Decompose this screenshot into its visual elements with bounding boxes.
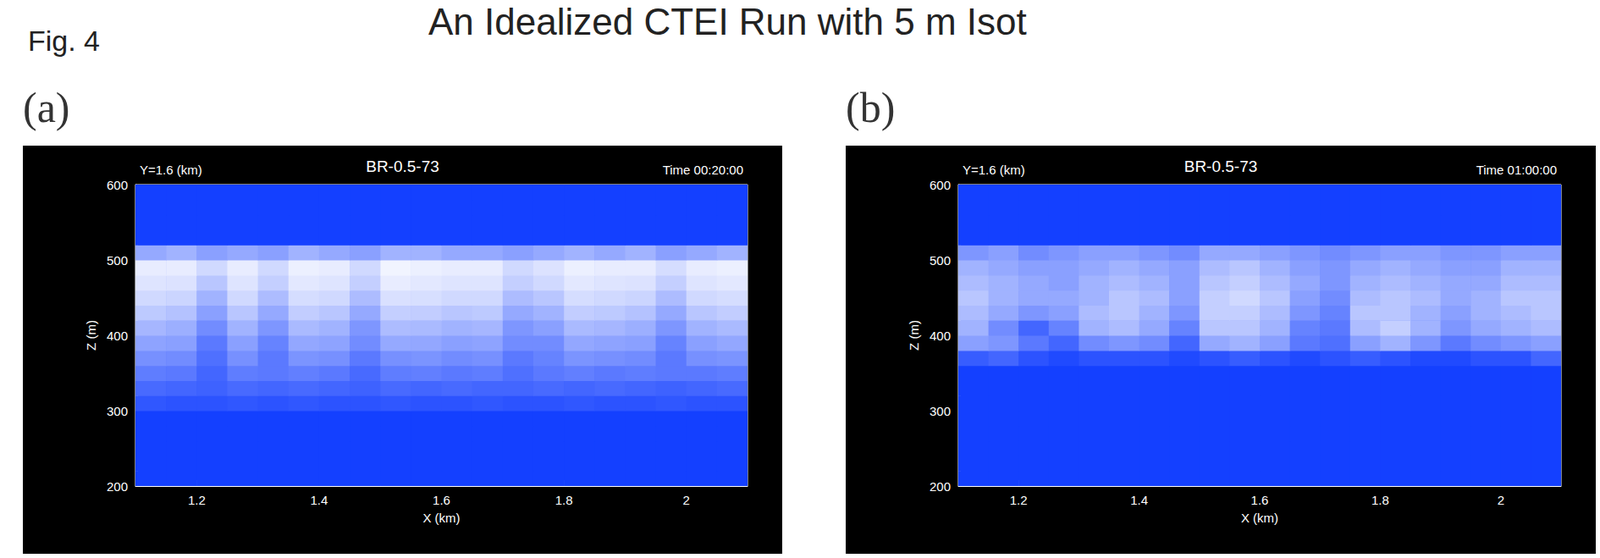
html-text:(a): (a) — [22, 83, 70, 132]
svg-text:500: 500 — [929, 253, 951, 268]
svg-text:600: 600 — [929, 177, 951, 193]
svg-text:Y=1.6 (km): Y=1.6 (km) — [139, 162, 203, 177]
svg-text:1.6: 1.6 — [1251, 492, 1269, 508]
svg-text:1.2: 1.2 — [1009, 492, 1028, 508]
svg-text:2: 2 — [683, 492, 690, 508]
svg-text:200: 200 — [929, 479, 951, 494]
svg-text:1.8: 1.8 — [555, 492, 574, 508]
html-text:Fig. 4: Fig. 4 — [27, 24, 100, 57]
svg-text:BR-0.5-73: BR-0.5-73 — [1184, 157, 1258, 176]
svg-text:Time 00:20:00: Time 00:20:00 — [662, 162, 744, 177]
svg-text:400: 400 — [929, 328, 951, 343]
svg-text:600: 600 — [106, 177, 128, 193]
svg-text:Z (m): Z (m) — [906, 320, 922, 351]
svg-text:Z (m): Z (m) — [83, 320, 99, 351]
svg-text:1.4: 1.4 — [309, 492, 328, 508]
svg-text:X (km): X (km) — [422, 510, 460, 525]
svg-text:Time 01:00:00: Time 01:00:00 — [1476, 162, 1557, 177]
svg-text:400: 400 — [106, 328, 128, 343]
html-text:(b): (b) — [845, 83, 896, 132]
svg-text:300: 300 — [106, 403, 128, 419]
html-text:An Idealized CTEI Run with 5 m: An Idealized CTEI Run with 5 m Isot — [428, 0, 1027, 43]
svg-text:X (km): X (km) — [1241, 510, 1279, 525]
svg-text:200: 200 — [106, 479, 128, 494]
svg-text:2: 2 — [1497, 492, 1505, 508]
svg-text:300: 300 — [929, 403, 951, 419]
svg-text:1.2: 1.2 — [187, 492, 206, 508]
svg-text:1.8: 1.8 — [1371, 492, 1390, 508]
svg-text:1.4: 1.4 — [1130, 492, 1148, 508]
svg-text:Y=1.6 (km): Y=1.6 (km) — [962, 162, 1026, 177]
svg-text:500: 500 — [106, 253, 128, 268]
svg-text:BR-0.5-73: BR-0.5-73 — [365, 157, 440, 176]
svg-text:1.6: 1.6 — [432, 492, 451, 508]
